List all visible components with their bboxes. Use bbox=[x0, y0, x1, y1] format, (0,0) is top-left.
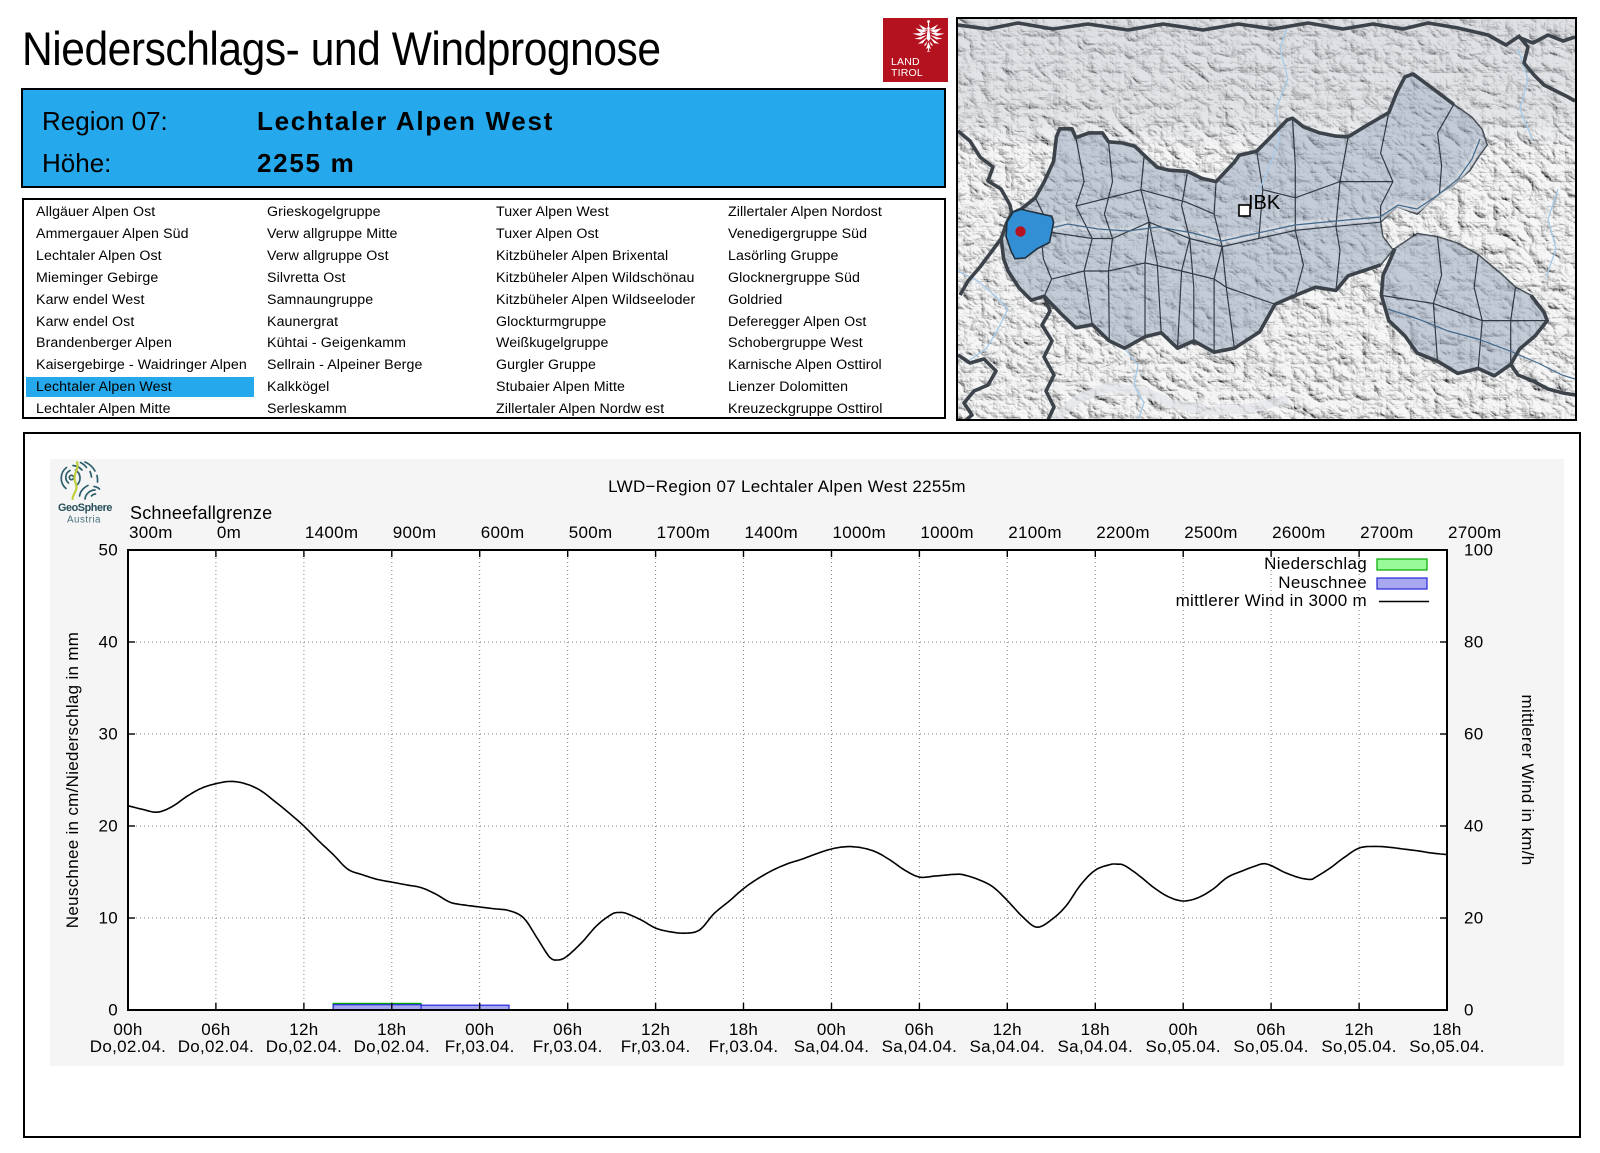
svg-text:600m: 600m bbox=[481, 523, 525, 542]
svg-text:Sa,04.04.: Sa,04.04. bbox=[1058, 1037, 1133, 1056]
svg-text:18h: 18h bbox=[729, 1020, 758, 1039]
svg-text:Schneefallgrenze: Schneefallgrenze bbox=[130, 503, 272, 523]
svg-text:06h: 06h bbox=[1256, 1020, 1285, 1039]
svg-text:80: 80 bbox=[1464, 633, 1484, 652]
svg-text:Do,02.04.: Do,02.04. bbox=[90, 1037, 166, 1056]
svg-text:Do,02.04.: Do,02.04. bbox=[266, 1037, 342, 1056]
svg-text:So,05.04.: So,05.04. bbox=[1145, 1037, 1220, 1056]
svg-text:mittlerer Wind in km/h: mittlerer Wind in km/h bbox=[1518, 695, 1537, 866]
svg-text:1400m: 1400m bbox=[305, 523, 358, 542]
svg-text:IBK: IBK bbox=[1248, 192, 1281, 214]
svg-text:12h: 12h bbox=[289, 1020, 318, 1039]
svg-text:40: 40 bbox=[98, 633, 118, 652]
svg-text:GeoSphere: GeoSphere bbox=[58, 502, 112, 514]
svg-text:00h: 00h bbox=[817, 1020, 846, 1039]
svg-text:1000m: 1000m bbox=[920, 523, 973, 542]
svg-text:So,05.04.: So,05.04. bbox=[1321, 1037, 1396, 1056]
svg-text:100: 100 bbox=[1464, 541, 1493, 560]
svg-text:30: 30 bbox=[98, 725, 118, 744]
svg-text:20: 20 bbox=[98, 817, 118, 836]
svg-text:Sa,04.04.: Sa,04.04. bbox=[794, 1037, 869, 1056]
svg-text:2500m: 2500m bbox=[1184, 523, 1237, 542]
svg-text:1400m: 1400m bbox=[745, 523, 798, 542]
svg-text:300m: 300m bbox=[129, 523, 173, 542]
svg-text:Austria: Austria bbox=[67, 515, 101, 526]
svg-text:12h: 12h bbox=[993, 1020, 1022, 1039]
svg-text:10: 10 bbox=[98, 909, 118, 928]
svg-text:2100m: 2100m bbox=[1008, 523, 1061, 542]
svg-text:0: 0 bbox=[108, 1001, 118, 1020]
svg-text:00h: 00h bbox=[1169, 1020, 1198, 1039]
svg-text:500m: 500m bbox=[569, 523, 613, 542]
svg-text:18h: 18h bbox=[1081, 1020, 1110, 1039]
svg-text:900m: 900m bbox=[393, 523, 437, 542]
svg-text:So,05.04.: So,05.04. bbox=[1409, 1037, 1484, 1056]
svg-text:Do,02.04.: Do,02.04. bbox=[178, 1037, 254, 1056]
svg-text:Neuschnee in cm/Niederschlag i: Neuschnee in cm/Niederschlag in mm bbox=[63, 632, 82, 929]
svg-text:2600m: 2600m bbox=[1272, 523, 1325, 542]
svg-text:LWD−Region 07 Lechtaler Alpen: LWD−Region 07 Lechtaler Alpen West 2255m bbox=[608, 477, 966, 496]
svg-text:12h: 12h bbox=[1344, 1020, 1373, 1039]
svg-text:06h: 06h bbox=[201, 1020, 230, 1039]
svg-text:0: 0 bbox=[1464, 1001, 1474, 1020]
svg-text:18h: 18h bbox=[377, 1020, 406, 1039]
svg-text:So,05.04.: So,05.04. bbox=[1233, 1037, 1308, 1056]
svg-text:Fr,03.04.: Fr,03.04. bbox=[709, 1037, 779, 1056]
svg-text:1000m: 1000m bbox=[833, 523, 886, 542]
svg-text:2200m: 2200m bbox=[1096, 523, 1149, 542]
svg-text:0m: 0m bbox=[217, 523, 241, 542]
svg-text:Neuschnee: Neuschnee bbox=[1278, 573, 1367, 592]
svg-text:Fr,03.04.: Fr,03.04. bbox=[445, 1037, 515, 1056]
svg-text:2700m: 2700m bbox=[1448, 523, 1501, 542]
svg-text:Do,02.04.: Do,02.04. bbox=[354, 1037, 430, 1056]
svg-text:00h: 00h bbox=[465, 1020, 494, 1039]
svg-text:06h: 06h bbox=[553, 1020, 582, 1039]
svg-text:Sa,04.04.: Sa,04.04. bbox=[882, 1037, 957, 1056]
svg-text:60: 60 bbox=[1464, 725, 1484, 744]
svg-text:12h: 12h bbox=[641, 1020, 670, 1039]
svg-text:mittlerer Wind in 3000 m: mittlerer Wind in 3000 m bbox=[1176, 591, 1367, 610]
svg-text:18h: 18h bbox=[1432, 1020, 1461, 1039]
svg-text:20: 20 bbox=[1464, 909, 1484, 928]
svg-text:06h: 06h bbox=[905, 1020, 934, 1039]
svg-text:40: 40 bbox=[1464, 817, 1484, 836]
svg-text:50: 50 bbox=[98, 541, 118, 560]
svg-text:Niederschlag: Niederschlag bbox=[1264, 554, 1367, 573]
svg-text:2700m: 2700m bbox=[1360, 523, 1413, 542]
svg-text:Sa,04.04.: Sa,04.04. bbox=[970, 1037, 1045, 1056]
svg-text:Fr,03.04.: Fr,03.04. bbox=[621, 1037, 691, 1056]
svg-text:1700m: 1700m bbox=[657, 523, 710, 542]
svg-text:00h: 00h bbox=[113, 1020, 142, 1039]
svg-text:Fr,03.04.: Fr,03.04. bbox=[533, 1037, 603, 1056]
